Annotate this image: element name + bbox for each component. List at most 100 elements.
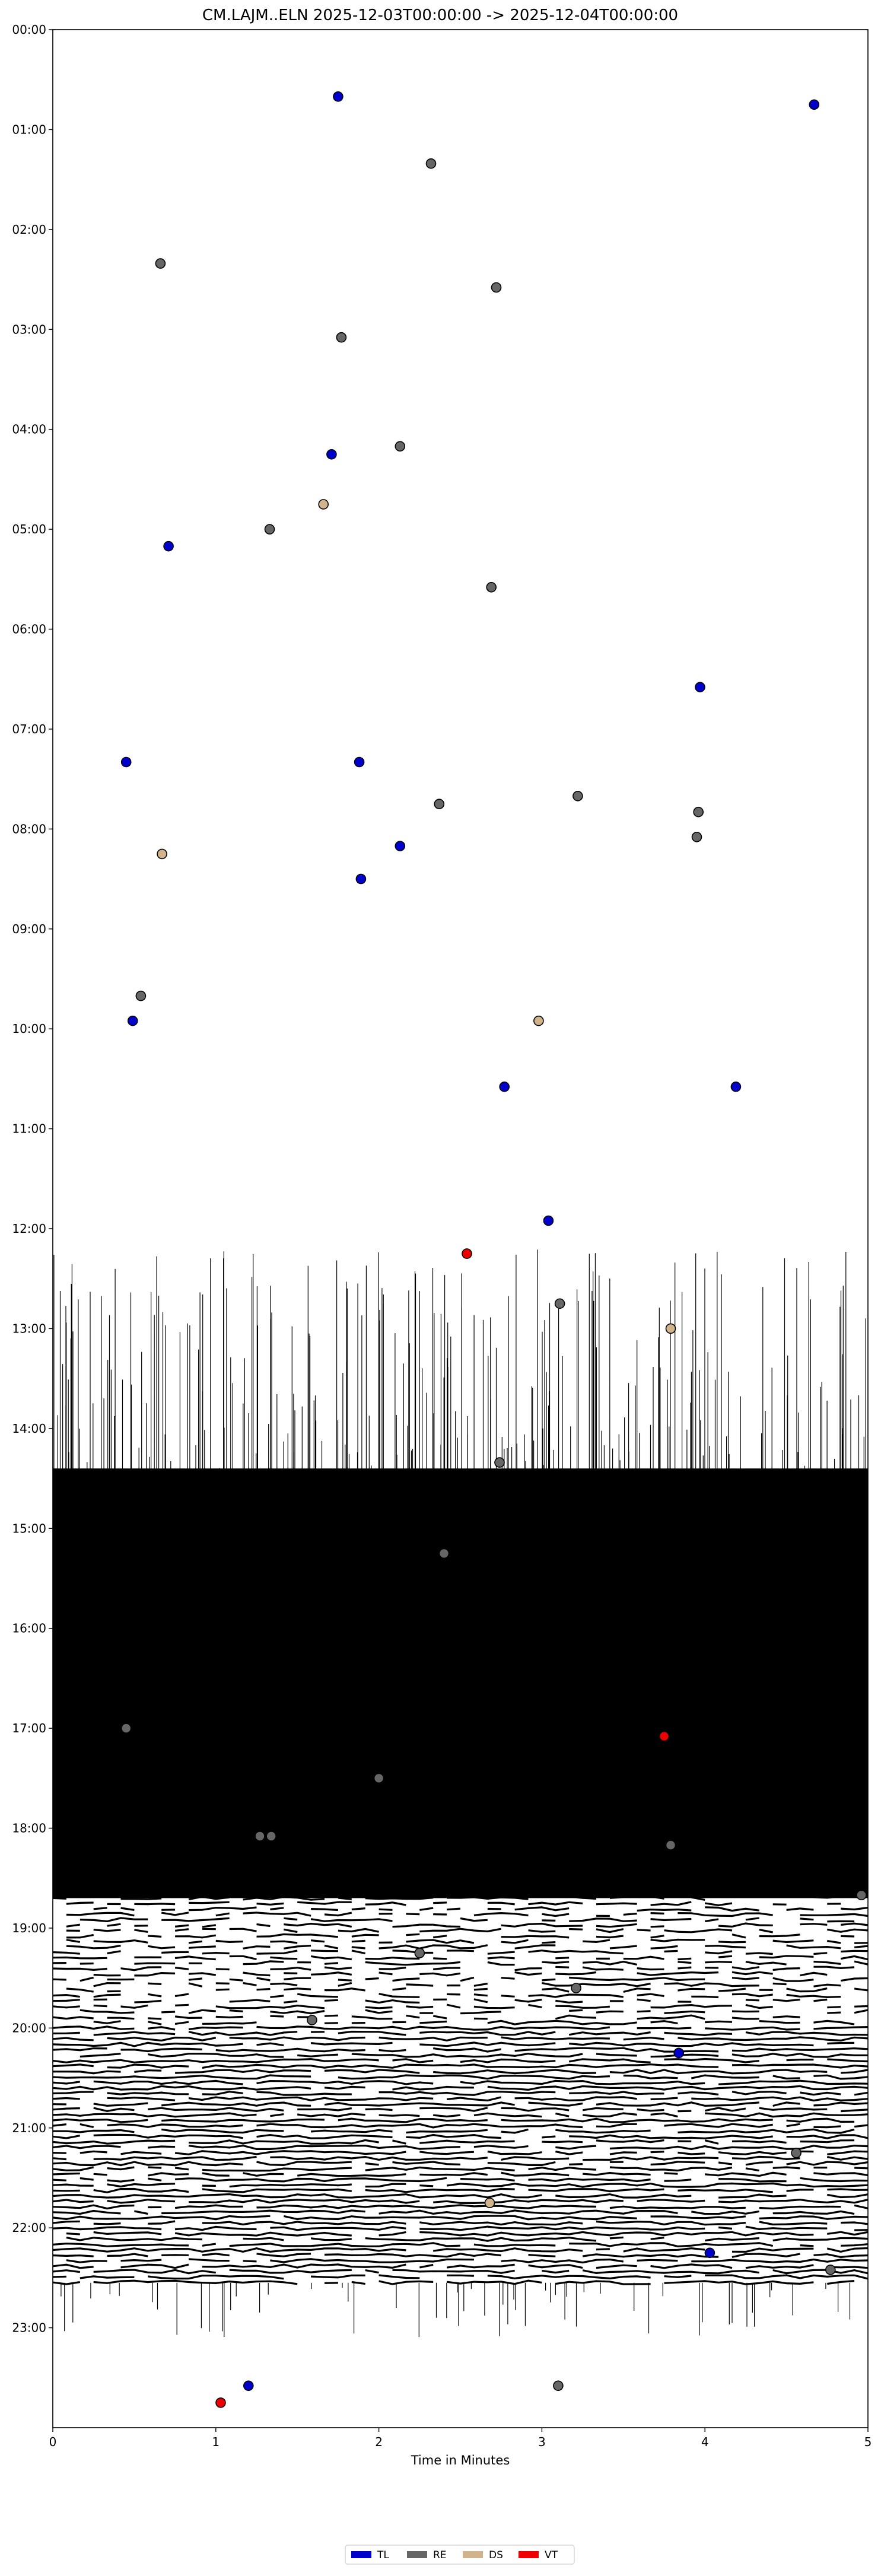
y-tick-label: 15:00	[12, 1521, 46, 1535]
waveform-band	[53, 2085, 868, 2284]
x-tick-label: 0	[49, 2435, 57, 2449]
x-tick-label: 3	[538, 2435, 546, 2449]
x-tick-label: 1	[212, 2435, 220, 2449]
event-marker-ds	[157, 848, 167, 860]
legend: TL RE DS VT	[345, 2545, 575, 2565]
waveform-layer	[53, 1249, 868, 2338]
legend-label-ds: DS	[489, 2549, 503, 2561]
event-marker-tl	[163, 540, 174, 552]
event-marker-tl	[355, 873, 367, 885]
x-tick-label: 4	[701, 2435, 709, 2449]
event-marker-re	[307, 2015, 317, 2025]
legend-swatch-re	[407, 2551, 427, 2558]
y-tick-label: 01:00	[12, 122, 46, 136]
waveform-band	[53, 1468, 868, 1898]
event-marker-ds	[533, 1015, 544, 1026]
y-tick-label: 14:00	[12, 1421, 46, 1436]
event-marker-re	[395, 441, 406, 452]
x-tick-label: 5	[864, 2435, 872, 2449]
x-tick-label: 2	[375, 2435, 383, 2449]
y-tick-label: 12:00	[12, 1222, 46, 1236]
legend-label-re: RE	[433, 2549, 447, 2561]
event-markers	[120, 91, 867, 2408]
waveform-spikes	[53, 1249, 866, 2338]
event-marker-re	[665, 1840, 676, 1850]
legend-label-vt: VT	[545, 2549, 558, 2561]
event-marker-re	[573, 791, 583, 802]
event-marker-re	[414, 1948, 425, 1958]
event-marker-ds	[318, 499, 329, 510]
event-marker-re	[856, 1890, 867, 1901]
waveform-band	[53, 1896, 868, 2024]
event-marker-tl	[120, 756, 132, 768]
y-tick-label: 07:00	[12, 722, 46, 736]
event-marker-re	[264, 524, 275, 535]
chart-title: CM.LAJM..ELN 2025-12-03T00:00:00 -> 2025…	[202, 7, 678, 24]
y-tick-label: 23:00	[12, 2321, 46, 2335]
event-marker-tl	[499, 1082, 510, 1092]
event-marker-tl	[704, 2247, 715, 2259]
y-tick-label: 09:00	[12, 922, 46, 936]
y-tick-label: 18:00	[12, 1821, 46, 1836]
event-marker-re	[266, 1831, 277, 1842]
axes: 00:00 01:00 02:00 03:00 04:00 05:00 06:00 07:00…	[12, 23, 872, 2449]
event-marker-re	[693, 806, 704, 818]
legend-label-tl: TL	[377, 2549, 389, 2561]
y-tick-label: 08:00	[12, 822, 46, 836]
y-tick-label: 21:00	[12, 2121, 46, 2135]
y-tick-label: 05:00	[12, 522, 46, 536]
event-marker-ds	[665, 1323, 676, 1334]
y-tick-label: 20:00	[12, 2021, 46, 2035]
y-tick-label: 19:00	[12, 1921, 46, 1935]
y-tick-label: 10:00	[12, 1022, 46, 1036]
y-tick-label: 22:00	[12, 2221, 46, 2235]
event-marker-re	[691, 832, 702, 842]
y-tick-label: 04:00	[12, 422, 46, 437]
y-tick-label: 06:00	[12, 622, 46, 637]
event-marker-tl	[326, 449, 337, 460]
event-marker-re	[825, 2265, 836, 2275]
event-marker-tl	[395, 841, 406, 851]
plot-frame	[52, 29, 869, 2428]
event-marker-tl	[333, 91, 344, 102]
legend-swatch-ds	[463, 2551, 483, 2558]
event-marker-ds	[484, 2197, 495, 2208]
legend-box	[345, 2545, 575, 2565]
event-marker-re	[438, 1548, 450, 1559]
event-marker-vt	[659, 1731, 670, 1742]
x-axis-label: Time in Minutes	[411, 2453, 510, 2467]
event-marker-re	[553, 2380, 564, 2391]
legend-swatch-vt	[519, 2551, 539, 2558]
event-marker-re	[373, 1773, 384, 1784]
y-tick-label: 13:00	[12, 1321, 46, 1335]
y-tick-label: 00:00	[12, 23, 46, 37]
event-marker-re	[791, 2148, 802, 2158]
event-marker-tl	[127, 1015, 138, 1026]
event-marker-tl	[243, 2380, 254, 2391]
event-marker-re	[336, 332, 347, 343]
event-marker-tl	[695, 682, 705, 692]
event-marker-tl	[543, 1215, 554, 1226]
waveform-band	[53, 2025, 868, 2085]
event-marker-re	[425, 158, 437, 169]
y-tick-label: 16:00	[12, 1621, 46, 1636]
event-marker-tl	[673, 2047, 684, 2059]
event-marker-re	[554, 1298, 565, 1309]
y-tick-label: 17:00	[12, 1721, 46, 1735]
event-marker-re	[255, 1831, 265, 1842]
legend-swatch-tl	[351, 2551, 371, 2558]
event-marker-re	[486, 581, 497, 593]
event-marker-re	[135, 990, 147, 1001]
event-marker-re	[494, 1457, 505, 1468]
event-marker-re	[434, 799, 445, 809]
event-marker-vt	[462, 1248, 472, 1259]
event-marker-tl	[809, 99, 820, 110]
y-tick-label: 11:00	[12, 1122, 46, 1136]
event-marker-re	[491, 282, 502, 293]
y-tick-label: 03:00	[12, 322, 46, 336]
event-marker-re	[120, 1723, 132, 1734]
event-marker-tl	[354, 756, 365, 768]
event-marker-re	[571, 1983, 581, 1993]
y-tick-label: 02:00	[12, 222, 46, 237]
event-marker-tl	[730, 1082, 742, 1092]
